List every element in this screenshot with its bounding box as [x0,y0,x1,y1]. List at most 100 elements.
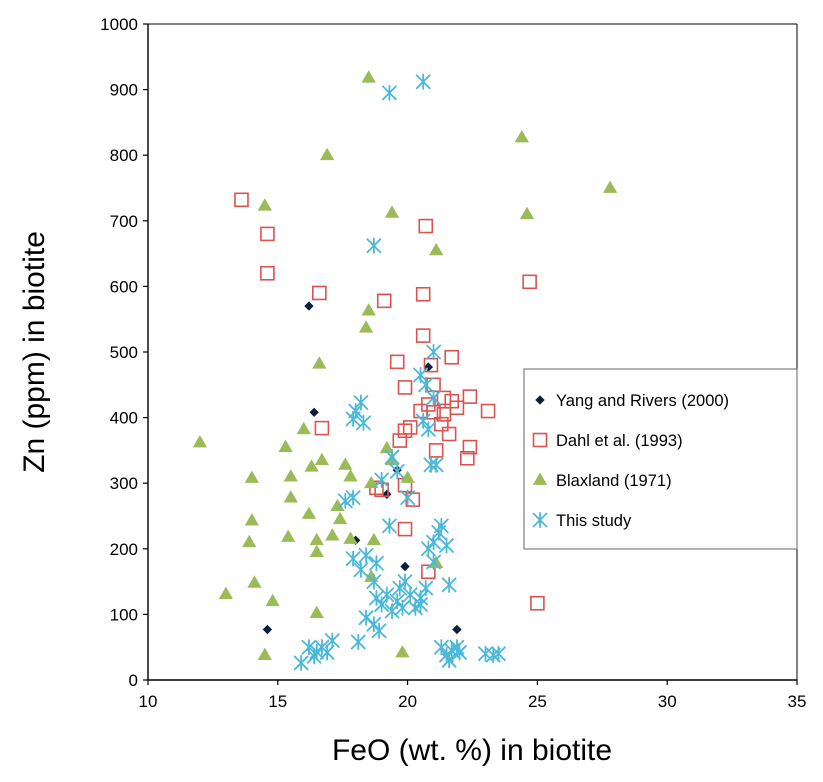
legend-item: Blaxland (1971) [532,472,672,490]
data-point [345,550,361,567]
data-point [314,420,330,436]
data-point [337,492,353,509]
x-tick-label: 35 [788,692,807,711]
legend-marker [532,511,548,529]
x-tick-label: 25 [528,692,547,711]
legend-label: Dahl et al. (1993) [556,432,683,450]
data-point [283,490,298,503]
data-point [519,206,535,220]
data-point [460,450,475,466]
data-point [244,513,259,526]
tick-labels: 10 15 20 25 30 35 0 100 200 300 400 500 600 700 800 900… [100,15,806,711]
data-point [397,521,413,537]
data-point [395,644,410,658]
data-point [281,529,296,542]
data-point [415,328,431,343]
data-point [345,410,361,427]
data-point [302,299,316,313]
data-point [366,237,382,254]
data-point [450,623,464,636]
data-point [426,553,441,570]
data-point [234,192,249,208]
data-point [319,644,335,661]
data-point [420,421,436,438]
series-3 [192,70,618,660]
data-point [343,531,358,544]
y-tick-label: 300 [110,474,138,493]
data-point [314,452,330,466]
data-point [332,511,348,525]
data-point [309,532,324,546]
data-point [353,394,369,411]
data-point [433,517,449,534]
data-point [338,457,353,470]
legend-marker [532,472,548,485]
y-tick-label: 200 [110,540,138,559]
data-point [301,506,317,519]
data-point [382,84,397,101]
data-point [449,400,465,416]
data-point [413,596,428,613]
data-point [415,286,431,302]
axes [143,23,798,685]
data-point [400,489,416,506]
y-tick-label: 100 [110,605,138,624]
data-point [397,573,413,590]
data-point [364,475,379,489]
legend-item: This study [532,511,632,530]
data-point [418,218,434,234]
x-tick-label: 20 [398,692,417,711]
data-point [429,555,444,569]
data-point [244,470,259,483]
data-point [418,580,434,597]
data-point [379,440,394,454]
plot-area [148,24,797,680]
legend-marker [532,432,548,448]
data-point [395,599,410,616]
data-point [400,470,415,483]
data-point [480,403,496,419]
data-point [265,593,280,607]
data-point [522,274,537,290]
data-point [307,406,321,419]
legend: Yang and Rivers (2000) Dahl et al. (1993)… [523,368,798,550]
data-point [356,414,371,431]
data-point [247,575,262,588]
data-point [242,534,257,548]
data-point [312,356,327,369]
data-point [260,265,275,281]
data-point [306,648,322,665]
data-point [343,469,358,482]
data-point [415,73,431,90]
data-point [353,561,369,578]
data-point [462,439,478,455]
data-point [397,380,413,395]
data-point [312,285,327,301]
y-tick-label: 1000 [100,15,138,34]
data-point [382,517,397,534]
data-point [376,293,392,309]
data-point [444,349,460,365]
legend-marker [533,393,547,407]
data-points [192,70,618,671]
data-point [389,463,405,480]
data-point [441,426,457,442]
data-point [366,532,381,546]
y-tick-label: 500 [110,343,138,362]
data-point [257,647,272,660]
data-point [358,320,374,333]
data-point [423,357,439,373]
series-4 [293,73,506,671]
data-point [304,459,319,472]
data-point [260,226,275,242]
data-point [462,389,478,404]
data-point [384,205,400,218]
data-point [358,547,374,564]
x-tick-label: 15 [268,692,287,711]
data-point [436,390,452,406]
x-axis-label: FeO (wt. %) in biotite [332,734,612,767]
data-point [452,644,467,661]
data-point [374,471,390,488]
data-point [426,389,441,406]
data-point [192,435,208,448]
